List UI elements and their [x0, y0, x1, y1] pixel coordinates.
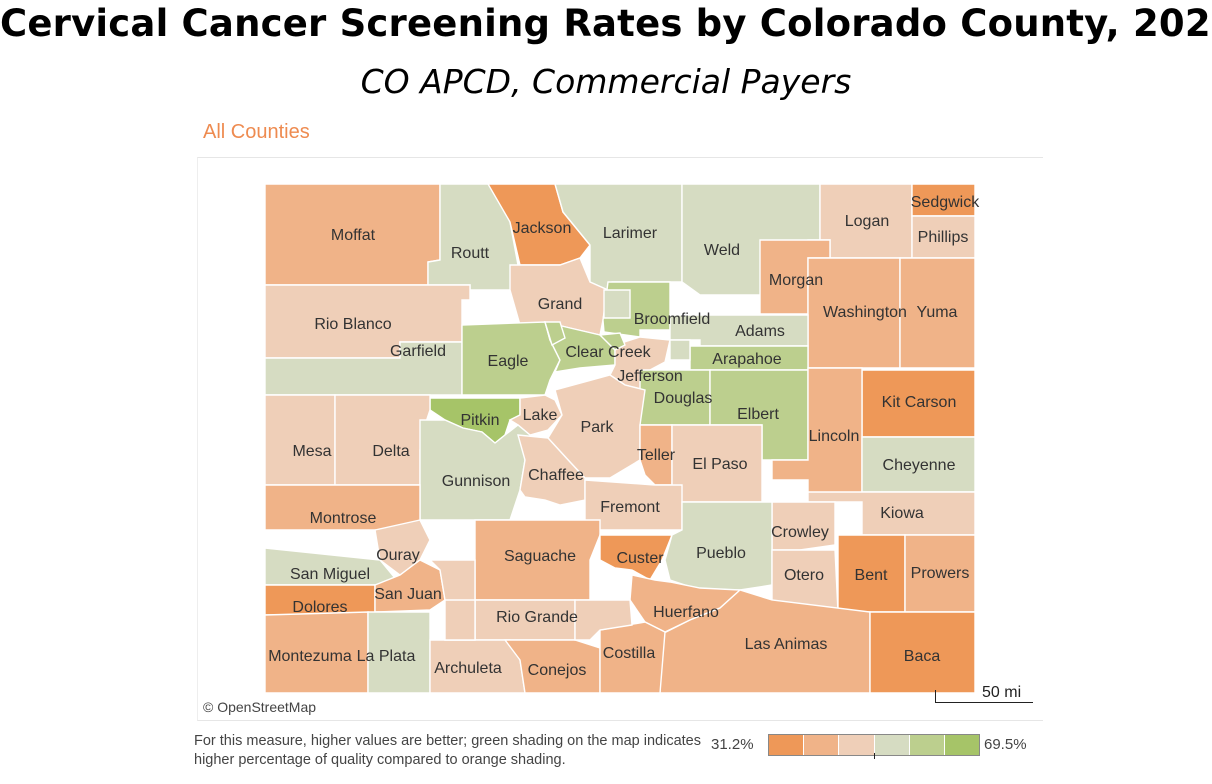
color-legend [768, 734, 980, 756]
legend-min-label: 31.2% [711, 736, 754, 753]
county-label-adams: Adams [735, 323, 785, 340]
county-label-garfield: Garfield [390, 343, 446, 360]
county-label-phillips: Phillips [918, 229, 969, 246]
county-label-archuleta: Archuleta [434, 660, 502, 677]
county-label-logan: Logan [845, 213, 890, 230]
county-label-broomfield: Broomfield [634, 311, 710, 328]
county-label-rio-grande: Rio Grande [496, 609, 578, 626]
county-label-las-animas: Las Animas [745, 636, 828, 653]
county-baca[interactable] [869, 611, 976, 694]
map-frame [197, 157, 1043, 721]
county-label-cheyenne: Cheyenne [883, 457, 956, 474]
scale-label: 50 mi [982, 684, 1022, 701]
county-denver[interactable] [669, 339, 691, 361]
legend-swatch-1 [769, 735, 805, 755]
county-label-jefferson: Jefferson [617, 368, 683, 385]
county-label-montezuma: Montezuma [268, 648, 352, 665]
county-label-jackson: Jackson [513, 220, 572, 237]
county-label-otero: Otero [784, 567, 824, 584]
county-boulder[interactable] [603, 289, 631, 319]
county-label-morgan: Morgan [769, 272, 823, 289]
county-label-routt: Routt [451, 245, 490, 262]
county-label-mesa: Mesa [292, 443, 331, 460]
county-grand[interactable] [509, 257, 609, 336]
legend-max-label: 69.5% [984, 736, 1027, 753]
county-label-eagle: Eagle [488, 353, 529, 370]
page-subtitle: CO APCD, Commercial Payers [360, 62, 852, 101]
county-label-la-plata: La Plata [357, 648, 416, 665]
county-label-park: Park [581, 419, 615, 436]
county-label-montrose: Montrose [310, 510, 377, 527]
county-label-larimer: Larimer [603, 225, 658, 242]
county-label-custer: Custer [616, 550, 664, 567]
county-label-chaffee: Chaffee [528, 467, 584, 484]
county-label-sedgwick: Sedgwick [911, 194, 980, 211]
county-label-elbert: Elbert [737, 406, 779, 423]
county-label-teller: Teller [637, 447, 676, 464]
scale-bar [935, 690, 1033, 703]
county-label-crowley: Crowley [771, 524, 829, 541]
county-label-yuma: Yuma [917, 304, 958, 321]
county-label-clear-creek: Clear Creek [565, 344, 651, 361]
county-label-baca: Baca [904, 648, 941, 665]
legend-swatch-4 [874, 735, 910, 755]
county-label-grand: Grand [538, 296, 582, 313]
county-gunnison[interactable] [419, 419, 531, 521]
county-label-conejos: Conejos [528, 662, 587, 679]
county-label-rio-blanco: Rio Blanco [314, 316, 391, 333]
county-label-delta: Delta [372, 443, 409, 460]
county-alamosa[interactable] [574, 599, 633, 641]
county-label-san-juan: San Juan [374, 586, 442, 603]
county-label-ouray: Ouray [376, 547, 420, 564]
county-label-pueblo: Pueblo [696, 545, 746, 562]
county-label-el-paso: El Paso [692, 456, 747, 473]
county-label-washington: Washington [823, 304, 907, 321]
county-label-douglas: Douglas [654, 390, 713, 407]
county-label-dolores: Dolores [292, 599, 347, 616]
county-delta[interactable] [334, 394, 431, 486]
county-gilpin[interactable] [598, 332, 626, 351]
county-label-costilla: Costilla [603, 645, 656, 662]
county-label-kiowa: Kiowa [880, 505, 924, 522]
county-lake[interactable] [508, 394, 563, 436]
section-label: All Counties [203, 121, 310, 143]
county-park[interactable] [547, 374, 646, 479]
county-label-lincoln: Lincoln [809, 428, 860, 445]
county-label-saguache: Saguache [504, 548, 576, 565]
page-title: Cervical Cancer Screening Rates by Color… [0, 2, 1212, 45]
county-label-lake: Lake [523, 407, 558, 424]
county-mineral[interactable] [444, 599, 476, 641]
legend-swatch-3 [839, 735, 875, 755]
county-costilla[interactable] [599, 621, 666, 694]
county-label-huerfano: Huerfano [653, 604, 719, 621]
legend-swatch-6 [944, 735, 980, 755]
county-label-kit-carson: Kit Carson [882, 394, 957, 411]
legend-midpoint-tick [874, 753, 875, 759]
county-label-bent: Bent [855, 567, 888, 584]
county-mesa[interactable] [264, 394, 336, 486]
county-label-prowers: Prowers [911, 565, 970, 582]
county-label-weld: Weld [704, 242, 740, 259]
county-chaffee[interactable] [517, 434, 586, 506]
legend-swatch-5 [909, 735, 945, 755]
county-las-animas[interactable] [659, 589, 871, 694]
legend-swatch-2 [804, 735, 840, 755]
county-summit[interactable] [544, 321, 566, 347]
county-label-fremont: Fremont [600, 499, 660, 516]
map-attribution[interactable]: © OpenStreetMap [203, 699, 317, 715]
county-label-gunnison: Gunnison [442, 473, 511, 490]
county-lincoln[interactable] [771, 367, 863, 503]
county-label-moffat: Moffat [331, 227, 376, 244]
county-yuma[interactable] [899, 257, 976, 369]
county-label-san-miguel: San Miguel [290, 566, 370, 583]
county-label-pitkin: Pitkin [460, 412, 499, 429]
legend-note: For this measure, higher values are bett… [194, 733, 701, 768]
county-label-arapahoe: Arapahoe [712, 351, 781, 368]
